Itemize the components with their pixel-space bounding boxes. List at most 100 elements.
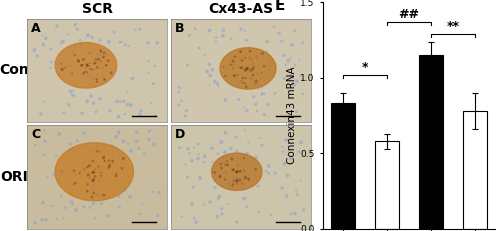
Point [132, 140, 140, 143]
Point [195, 46, 203, 50]
Point [66, 142, 74, 146]
Point [94, 66, 102, 69]
Point [98, 194, 106, 198]
Point [92, 110, 100, 114]
Point [86, 67, 94, 71]
Point [234, 73, 241, 77]
Text: D: D [175, 128, 186, 141]
Point [229, 59, 237, 63]
Point [258, 92, 266, 96]
Point [116, 41, 124, 44]
Text: **: ** [446, 20, 460, 33]
Point [265, 68, 273, 71]
Point [260, 113, 268, 116]
Point [241, 69, 249, 72]
Point [74, 139, 82, 143]
Point [222, 170, 230, 174]
Point [252, 54, 260, 58]
Point [200, 155, 208, 158]
Point [90, 170, 98, 173]
Point [110, 30, 118, 34]
Point [238, 182, 246, 185]
Point [100, 159, 108, 163]
Point [230, 168, 237, 171]
Point [230, 179, 238, 183]
Point [220, 65, 228, 69]
Point [236, 178, 244, 182]
Point [96, 53, 104, 57]
Point [53, 217, 61, 221]
Point [250, 79, 258, 83]
Point [206, 29, 214, 32]
Point [239, 76, 247, 80]
Point [242, 38, 250, 42]
Point [211, 186, 219, 189]
Point [112, 171, 120, 175]
Point [47, 47, 55, 51]
Point [72, 181, 80, 185]
Point [186, 33, 194, 37]
Point [146, 129, 154, 133]
Point [102, 64, 110, 67]
Point [79, 63, 87, 67]
Point [98, 166, 106, 169]
Point [57, 62, 65, 66]
Point [293, 79, 301, 83]
Point [280, 53, 288, 57]
Point [221, 162, 229, 166]
Point [120, 112, 128, 116]
Point [290, 83, 298, 87]
Bar [330, 103, 355, 229]
Point [218, 166, 226, 170]
Point [237, 27, 245, 31]
Point [214, 82, 222, 85]
Point [94, 193, 102, 197]
Point [242, 67, 250, 70]
Point [292, 110, 300, 113]
Point [244, 160, 252, 164]
Point [295, 150, 303, 154]
Point [247, 68, 255, 72]
Point [66, 64, 74, 68]
Point [91, 174, 99, 178]
Point [242, 76, 250, 80]
Point [208, 160, 216, 163]
Point [136, 113, 144, 117]
Point [208, 68, 216, 72]
Point [271, 62, 279, 65]
Point [40, 200, 48, 204]
Point [56, 72, 64, 76]
Point [74, 59, 82, 63]
Point [233, 179, 241, 182]
Point [87, 94, 95, 98]
Point [30, 48, 38, 52]
Point [150, 82, 158, 86]
Polygon shape [55, 143, 134, 201]
Point [80, 58, 88, 61]
Point [150, 143, 158, 146]
Point [83, 189, 91, 193]
Point [86, 61, 94, 65]
Point [291, 212, 299, 215]
Point [216, 195, 224, 198]
Point [243, 205, 251, 208]
Point [90, 202, 98, 206]
Point [144, 59, 152, 63]
Point [229, 67, 237, 70]
Point [83, 64, 91, 67]
Text: ##: ## [398, 8, 419, 21]
Point [293, 193, 301, 196]
Point [264, 171, 272, 175]
Point [76, 171, 84, 175]
Point [246, 56, 254, 60]
Point [271, 171, 279, 175]
Point [236, 169, 244, 173]
Point [66, 89, 74, 93]
Point [210, 171, 218, 174]
Point [233, 170, 241, 173]
Point [60, 216, 68, 220]
Point [254, 184, 262, 188]
Point [238, 59, 246, 62]
Point [190, 185, 198, 189]
Point [94, 142, 102, 145]
